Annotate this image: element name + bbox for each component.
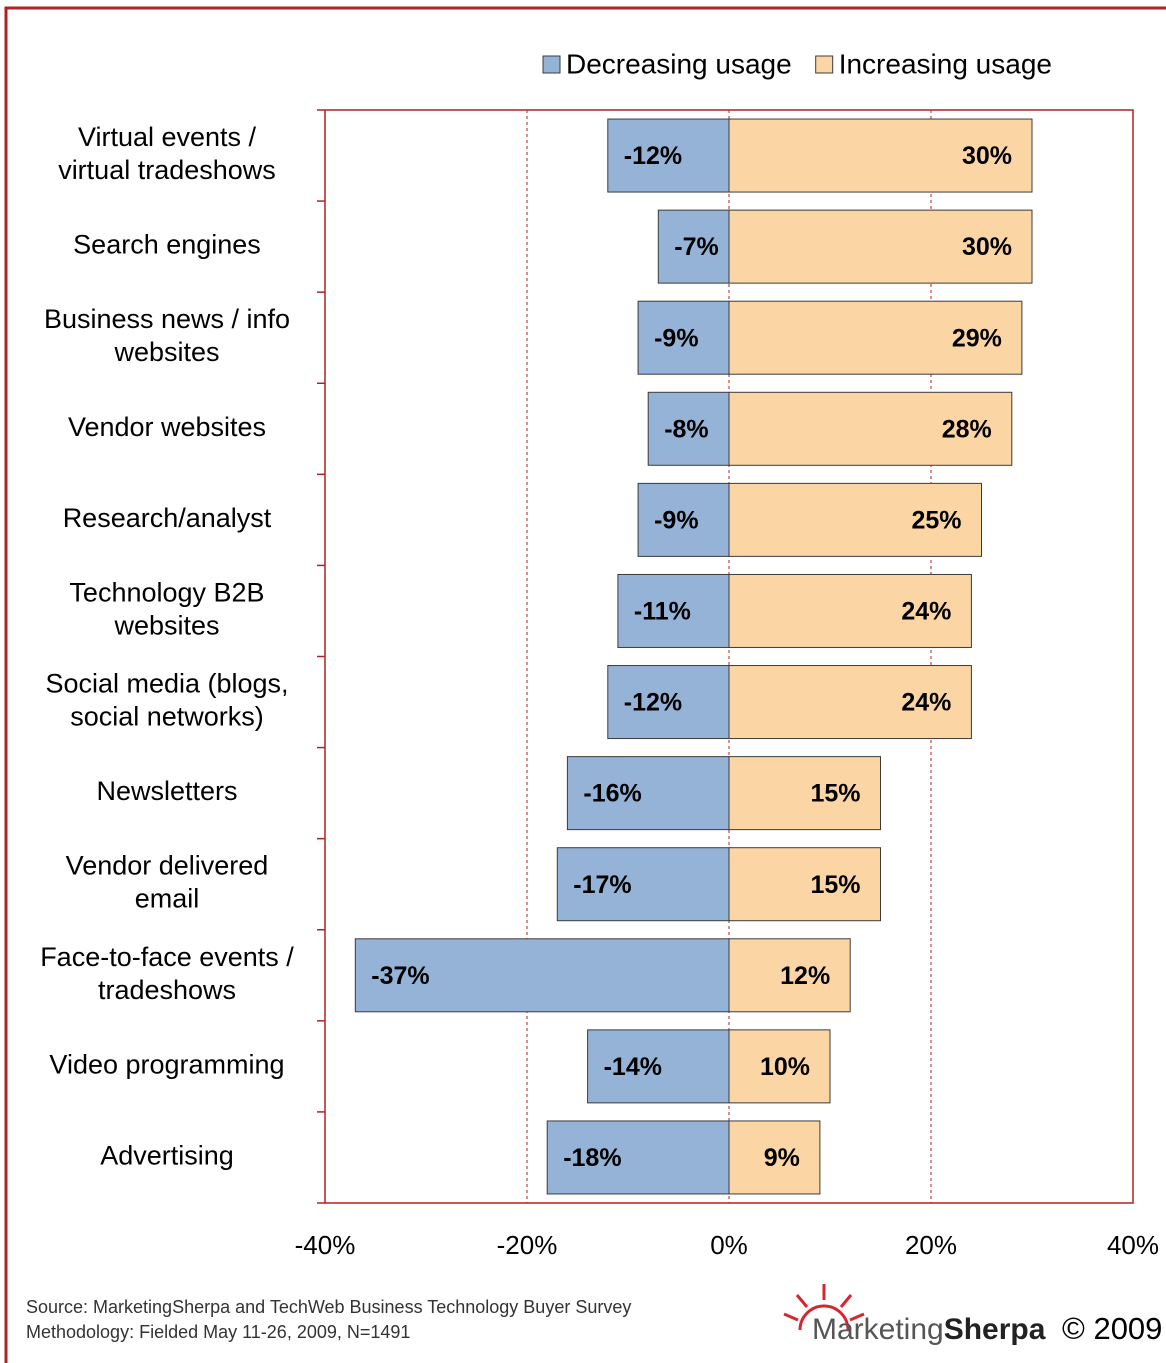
data-label: -8% (664, 415, 708, 443)
data-label: -9% (654, 324, 698, 352)
data-label: 12% (780, 962, 830, 990)
data-label: 24% (901, 689, 951, 717)
x-tick-label: 40% (1107, 1230, 1159, 1260)
data-label: 15% (810, 871, 860, 899)
bar (728, 391, 1013, 466)
legend-swatch (542, 55, 561, 74)
y-tick-label: Vendor delivered email (66, 851, 269, 914)
data-label: -12% (624, 689, 682, 717)
y-tick-label: Research/analyst (63, 503, 272, 533)
bar (728, 300, 1023, 375)
y-tick-label: Video programming (49, 1050, 284, 1080)
bar (556, 847, 730, 922)
y-tick-label: Business news / info websites (44, 304, 290, 367)
bar (728, 756, 881, 831)
legend-label: Decreasing usage (566, 48, 792, 79)
data-label: -7% (674, 233, 718, 261)
y-tick-label: Social media (blogs, social networks) (45, 669, 288, 732)
bar (566, 756, 730, 831)
data-label: -17% (573, 871, 631, 899)
data-label: 28% (942, 415, 992, 443)
data-label: 25% (911, 506, 961, 534)
y-tick-label: Technology B2B websites (69, 578, 264, 641)
frame (4, 6, 1166, 1363)
data-label: -12% (624, 142, 682, 170)
bar (728, 847, 881, 922)
y-tick-label: Face-to-face events / tradeshows (40, 942, 294, 1005)
bar (587, 1029, 730, 1104)
data-label: 15% (810, 780, 860, 808)
bar (354, 938, 730, 1013)
y-tick-label: Vendor websites (68, 412, 266, 442)
bar (728, 482, 982, 557)
bar (728, 573, 972, 648)
bar (617, 573, 730, 648)
data-label: 30% (962, 233, 1012, 261)
bar (647, 391, 730, 466)
bar (728, 1120, 821, 1195)
data-label: -9% (654, 506, 698, 534)
bar (728, 1029, 831, 1104)
data-label: 30% (962, 142, 1012, 170)
x-tick-label: -20% (497, 1230, 558, 1260)
bar (637, 482, 730, 557)
data-label: 29% (952, 324, 1002, 352)
bar (607, 118, 730, 193)
legend-label: Increasing usage (839, 48, 1052, 79)
y-tick-label: Advertising (100, 1141, 234, 1171)
data-label: 24% (901, 598, 951, 626)
copyright: © 2009 (1062, 1311, 1162, 1346)
source-line: Source: MarketingSherpa and TechWeb Busi… (26, 1297, 631, 1317)
bar (728, 209, 1033, 284)
data-label: -16% (583, 780, 641, 808)
bar (607, 665, 730, 740)
bar (637, 300, 730, 375)
source-line: Methodology: Fielded May 11-26, 2009, N=… (26, 1322, 410, 1342)
y-tick-label: Newsletters (96, 776, 237, 806)
logo-part: Marketing (812, 1313, 944, 1346)
bar (728, 665, 972, 740)
legend-swatch (815, 55, 834, 74)
data-label: -18% (563, 1144, 621, 1172)
y-tick-label: Search engines (73, 230, 261, 260)
y-tick-label: Virtual events / virtual tradeshows (58, 122, 276, 185)
x-tick-label: -40% (295, 1230, 356, 1260)
x-tick-label: 20% (905, 1230, 957, 1260)
logo-icon (783, 1284, 865, 1331)
data-label: 10% (760, 1053, 810, 1081)
data-label: -11% (634, 598, 691, 626)
data-label: 9% (764, 1144, 800, 1172)
x-tick-label: 0% (710, 1230, 748, 1260)
data-label: -14% (604, 1053, 662, 1081)
data-label: -37% (371, 962, 429, 990)
bar (728, 938, 851, 1013)
bar (728, 118, 1033, 193)
logo-part: Sherpa (944, 1313, 1046, 1346)
logo: MarketingSherpa (812, 1313, 1046, 1346)
